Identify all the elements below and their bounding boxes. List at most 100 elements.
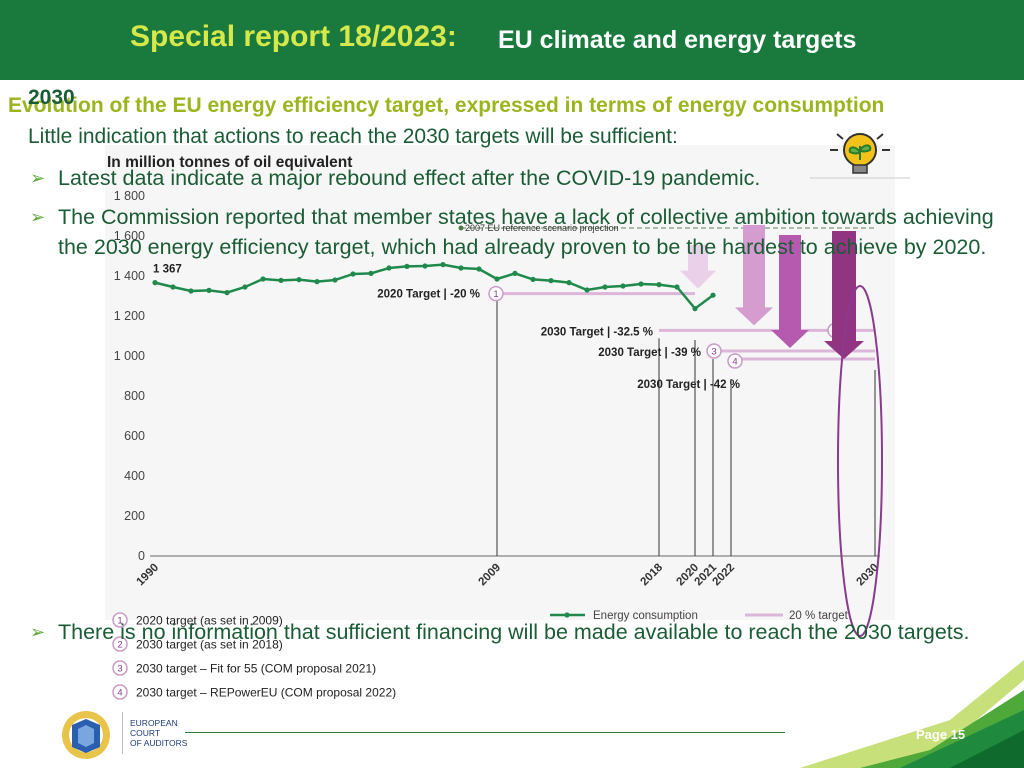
consumption-line (154, 263, 714, 311)
consumption-point (656, 282, 662, 288)
consumption-point (296, 277, 302, 283)
bullet-arrow-icon: ➢ (30, 207, 46, 227)
org-line: EUROPEAN (130, 718, 178, 728)
green-corner-decoration (800, 660, 1024, 768)
legend-number-text: 4 (117, 688, 122, 699)
legend-label: Energy consumption (593, 610, 698, 622)
target-label: 2020 Target | -20 % (377, 289, 480, 301)
consumption-point (242, 284, 248, 290)
target-label: 2030 Target | -42 % (637, 379, 740, 391)
bullet-text: Latest data indicate a major rebound eff… (58, 166, 761, 190)
y-tick-label: 200 (124, 509, 145, 523)
target-arrow-icon (735, 225, 773, 326)
highlight-ellipse (837, 285, 883, 637)
legend-number-badge (112, 636, 128, 652)
legend-number-text: 3 (117, 664, 122, 675)
consumption-point (710, 292, 716, 298)
plot-background (105, 145, 895, 620)
consumption-point (404, 263, 410, 269)
y-tick-label: 400 (124, 469, 145, 483)
y-tick-label: 1 400 (114, 269, 145, 283)
consumption-point (278, 277, 284, 283)
legend-numbered-label: 2030 target – Fit for 55 (COM proposal 2… (136, 662, 376, 676)
consumption-point (386, 265, 392, 271)
target-label: 2030 Target | -32.5 % (541, 326, 653, 338)
legend-number-text: 2 (117, 640, 122, 651)
consumption-point (350, 271, 356, 277)
eca-logo-icon (62, 711, 110, 759)
consumption-point (566, 280, 572, 286)
consumption-point (548, 278, 554, 284)
reference-start-point (458, 225, 464, 231)
target-number-badge (727, 353, 743, 369)
target-number-text: 3 (711, 347, 716, 358)
consumption-point (260, 276, 266, 282)
intro-text: Little indication that actions to reach … (28, 125, 678, 148)
legend-number-text: 1 (117, 616, 122, 627)
legend-numbered-label: 2030 target (as set in 2018) (136, 638, 283, 652)
consumption-point (530, 276, 536, 282)
target-number-text: 4 (732, 357, 737, 368)
footer-rule (185, 732, 785, 733)
y-tick-label: 1 800 (114, 189, 145, 203)
y-tick-label: 1 600 (114, 229, 145, 243)
consumption-point (602, 284, 608, 290)
legend-number-badge (112, 684, 128, 700)
consumption-point (620, 283, 626, 289)
target-arrow-icon (771, 235, 809, 348)
header-banner: Special report 18/2023: EU climate and e… (0, 0, 1024, 80)
consumption-point (476, 266, 482, 272)
y-tick-label: 0 (138, 549, 145, 563)
legend-number-badge (112, 660, 128, 676)
page-number: Page 15 (916, 727, 966, 742)
consumption-point (332, 277, 338, 283)
consumption-point (440, 262, 446, 268)
target-number-badge (488, 285, 504, 302)
bullet-arrow-icon: ➢ (30, 622, 46, 642)
y-tick-label: 600 (124, 429, 145, 443)
consumption-point (584, 287, 590, 293)
target-arrow-icon (824, 231, 864, 359)
consumption-point (674, 284, 680, 290)
report-title: EU climate and energy targets (498, 26, 857, 54)
report-number: Special report 18/2023: (130, 20, 457, 53)
year-overlay: 2030 (28, 86, 75, 109)
consumption-point (206, 287, 212, 293)
consumption-point (422, 263, 428, 269)
consumption-point (494, 276, 500, 282)
consumption-point (188, 288, 194, 294)
bullet-text: There is no information that sufficient … (58, 620, 970, 644)
legend-number-badge (112, 612, 128, 628)
consumption-point (314, 279, 320, 285)
slide-subtitle: Evolution of the EU energy efficiency ta… (8, 94, 885, 117)
consumption-point (170, 284, 176, 290)
bullet-arrow-icon: ➢ (30, 168, 46, 188)
target-number-text: 1 (493, 289, 498, 300)
org-line: OF AUDITORS (130, 738, 188, 748)
target-label: 2030 Target | -39 % (598, 347, 701, 359)
target-arrow-icon (680, 245, 716, 289)
footer-separator (122, 712, 123, 754)
target-number-badge (706, 343, 722, 359)
consumption-point (224, 290, 230, 296)
org-line: COURT (130, 728, 161, 738)
consumption-point (512, 270, 518, 276)
y-tick-label: 1 200 (114, 309, 145, 323)
chart-title: In million tonnes of oil equivalent (107, 154, 352, 171)
consumption-point (692, 306, 698, 312)
legend-label: 20 % target (789, 610, 849, 622)
lightbulb-plant-icon (810, 133, 910, 179)
eca-name: EUROPEAN COURT OF AUDITORS (130, 718, 187, 748)
first-value-label: 1 367 (153, 264, 182, 276)
reference-projection-label: 2007 EU reference scenario projection (465, 223, 619, 233)
consumption-point (638, 281, 644, 287)
consumption-point (368, 270, 374, 276)
legend-swatch-point (564, 612, 570, 618)
legend-numbered-label: 2020 target (as set in 2009) (136, 614, 283, 628)
y-tick-label: 800 (124, 389, 145, 403)
legend-numbered-label: 2030 target – REPowerEU (COM proposal 20… (136, 686, 396, 700)
energy-consumption-chart: In million tonnes of oil equivalent 0 200 4… (105, 145, 895, 700)
consumption-point (152, 280, 158, 286)
y-tick-label: 1 000 (114, 349, 145, 363)
bullet-text: The Commission reported that member stat… (58, 205, 994, 259)
